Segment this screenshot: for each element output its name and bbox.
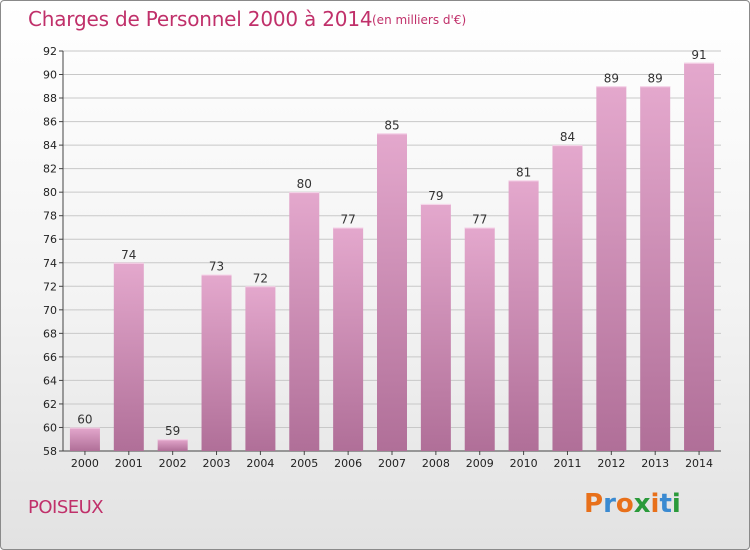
- logo-letter: t: [659, 489, 672, 519]
- data-label: 60: [77, 412, 92, 426]
- y-tick-label: 90: [43, 69, 57, 82]
- x-tick-label: 2012: [597, 457, 625, 470]
- data-label: 89: [604, 71, 619, 85]
- bars: [69, 62, 715, 452]
- y-tick-label: 64: [43, 374, 57, 387]
- x-tick-label: 2009: [466, 457, 494, 470]
- x-tick-label: 2006: [334, 457, 362, 470]
- bar: [69, 427, 100, 451]
- y-tick-label: 82: [43, 163, 57, 176]
- y-tick-label: 80: [43, 186, 57, 199]
- chart-title: Charges de Personnel 2000 à 2014: [28, 7, 373, 31]
- bar: [464, 227, 495, 451]
- data-label: 72: [253, 271, 268, 285]
- y-tick-label: 58: [43, 445, 57, 458]
- x-tick-label: 2001: [115, 457, 143, 470]
- data-label: 81: [516, 165, 531, 179]
- y-tick-label: 76: [43, 233, 57, 246]
- bar: [377, 133, 407, 451]
- x-tick-label: 2007: [378, 457, 406, 470]
- place-name: POISEUX: [28, 497, 104, 518]
- data-label: 79: [428, 189, 443, 203]
- data-label: 91: [691, 48, 706, 62]
- y-tick-label: 74: [43, 257, 57, 270]
- y-tick-label: 78: [43, 210, 57, 223]
- x-tick-label: 2013: [641, 457, 669, 470]
- proxiti-logo: Proxiti: [584, 489, 681, 519]
- unit-note: (en milliers d'€): [372, 13, 467, 27]
- bar: [289, 192, 320, 452]
- y-tick-label: 88: [43, 92, 57, 105]
- data-label: 84: [560, 130, 575, 144]
- data-label: 85: [384, 118, 399, 132]
- x-tick-label: 2005: [290, 457, 318, 470]
- bar: [552, 145, 583, 451]
- x-tick-label: 2000: [71, 457, 99, 470]
- y-tick-label: 62: [43, 398, 57, 411]
- bar: [640, 86, 671, 451]
- bar: [684, 62, 715, 451]
- x-tick-label: 2010: [510, 457, 538, 470]
- logo-letter: x: [633, 489, 651, 519]
- y-tick-label: 92: [43, 45, 57, 58]
- y-tick-label: 70: [43, 304, 57, 317]
- data-label: 89: [648, 71, 663, 85]
- x-tick-label: 2004: [246, 457, 274, 470]
- bar: [508, 180, 539, 452]
- data-label: 59: [165, 424, 180, 438]
- y-tick-label: 84: [43, 139, 57, 152]
- logo-letter: o: [615, 489, 634, 519]
- x-tick-label: 2014: [685, 457, 713, 470]
- bar: [157, 439, 188, 451]
- y-tick-label: 86: [43, 116, 57, 129]
- y-tick-label: 68: [43, 327, 57, 340]
- data-label: 77: [472, 212, 487, 226]
- x-tick-label: 2008: [422, 457, 450, 470]
- data-label: 80: [297, 177, 312, 191]
- bar: [201, 274, 232, 451]
- bar: [333, 227, 364, 451]
- data-label: 73: [209, 260, 224, 274]
- data-label: 74: [121, 248, 136, 262]
- x-tick-label: 2002: [159, 457, 187, 470]
- logo-letter: P: [584, 489, 604, 519]
- y-tick-label: 60: [43, 421, 57, 434]
- x-tick-label: 2011: [553, 457, 581, 470]
- bar: [245, 286, 276, 451]
- bar: [420, 203, 451, 451]
- data-labels: 60 74 59 73 72 80 77 85 79 77 81 84 89 89 91: [77, 48, 706, 438]
- x-tick-label: 2003: [203, 457, 231, 470]
- bar: [113, 262, 144, 451]
- data-label: 77: [340, 212, 355, 226]
- y-tick-label: 72: [43, 280, 57, 293]
- logo-letter: i: [671, 489, 681, 519]
- logo-letter: i: [650, 489, 660, 519]
- bar: [596, 86, 627, 451]
- y-tick-label: 66: [43, 351, 57, 364]
- logo-letter: r: [603, 489, 616, 519]
